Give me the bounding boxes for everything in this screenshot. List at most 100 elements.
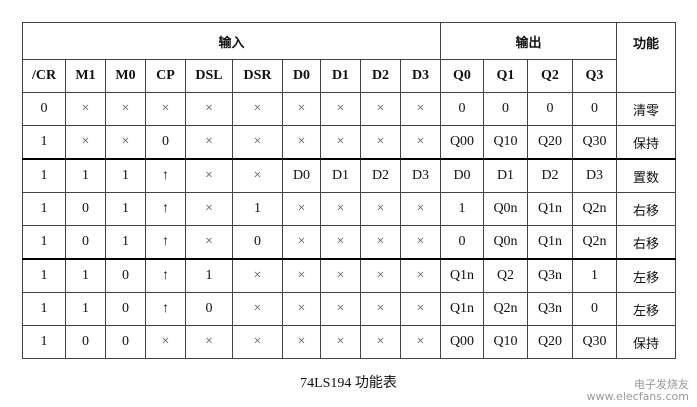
table-cell: 1 — [185, 258, 233, 293]
table-cell: 0 — [232, 225, 283, 260]
table-cell: Q20 — [527, 125, 573, 160]
table-cell: 0 — [185, 292, 233, 326]
column-header: Q0 — [440, 59, 484, 93]
column-header: Q2 — [527, 59, 573, 93]
table-cell: 1 — [22, 192, 66, 226]
table-cell: × — [145, 325, 186, 359]
table-cell: 0 — [483, 92, 528, 126]
table-cell: × — [232, 258, 283, 293]
table-cell: Q1n — [527, 225, 573, 260]
table-cell: × — [400, 292, 441, 326]
function-table: 输入 输出 功能 /CR M1 M0 CP DSL DSR D0 D1 D2 D3 Q0 Q1 Q2 Q3… — [22, 22, 676, 359]
table-cell: × — [360, 225, 401, 260]
table-cell: Q2 — [483, 258, 528, 293]
table-cell: × — [360, 92, 401, 126]
watermark-logo: 电子发烧友 www.elecfans.com — [586, 378, 689, 403]
table-cell: × — [185, 125, 233, 160]
column-header: CP — [145, 59, 186, 93]
table-cell: Q00 — [440, 125, 484, 160]
table-cell: Q1n — [440, 258, 484, 293]
table-cell: Q3n — [527, 258, 573, 293]
table-cell: × — [320, 225, 361, 260]
table-cell: × — [185, 192, 233, 226]
table-cell: × — [320, 125, 361, 160]
table-cell: D2 — [360, 158, 401, 193]
table-cell: D2 — [527, 158, 573, 193]
column-header: M0 — [105, 59, 146, 93]
table-cell: × — [320, 292, 361, 326]
table-cell: × — [320, 192, 361, 226]
table-cell: × — [360, 192, 401, 226]
table-cell: 1 — [22, 158, 66, 193]
table-cell: Q00 — [440, 325, 484, 359]
table-cell: Q1n — [440, 292, 484, 326]
table-cell: ↑ — [145, 292, 186, 326]
table-cell: ↑ — [145, 225, 186, 260]
table-cell: Q30 — [572, 325, 617, 359]
table-cell: × — [185, 92, 233, 126]
table-cell: 1 — [22, 292, 66, 326]
table-cell: 左移 — [616, 258, 676, 293]
table-cell: × — [232, 92, 283, 126]
column-header: D0 — [282, 59, 321, 93]
table-cell: × — [65, 92, 106, 126]
table-cell: × — [400, 258, 441, 293]
table-cell: × — [282, 258, 321, 293]
column-header: D3 — [400, 59, 441, 93]
table-cell: Q3n — [527, 292, 573, 326]
table-cell: 1 — [105, 158, 146, 193]
table-cell: 保持 — [616, 325, 676, 359]
table-cell: × — [105, 92, 146, 126]
table-cell: × — [320, 92, 361, 126]
table-cell: × — [185, 325, 233, 359]
table-row: 1 0 1 ↑ × 1 × × × × 1 Q0n Q1n Q2n 右移 — [22, 192, 676, 226]
table-cell: × — [185, 158, 233, 193]
table-row: 0 × × × × × × × × × 0 0 0 0 清零 — [22, 92, 676, 126]
function-header: 功能 — [616, 22, 676, 93]
table-cell: ↑ — [145, 158, 186, 193]
column-header: DSR — [232, 59, 283, 93]
table-row: 1 1 1 ↑ × × D0 D1 D2 D3 D0 D1 D2 D3 置数 — [22, 158, 676, 193]
table-cell: × — [282, 225, 321, 260]
table-cell: D1 — [320, 158, 361, 193]
table-row: 1 × × 0 × × × × × × Q00 Q10 Q20 Q30 保持 — [22, 125, 676, 160]
table-cell: × — [282, 292, 321, 326]
table-cell: × — [320, 258, 361, 293]
table-cell: 0 — [65, 225, 106, 260]
table-cell: × — [232, 158, 283, 193]
table-cell: × — [232, 125, 283, 160]
table-cell: 0 — [65, 192, 106, 226]
table-cell: 置数 — [616, 158, 676, 193]
table-cell: × — [400, 225, 441, 260]
table-cell: 1 — [65, 292, 106, 326]
table-cell: × — [185, 225, 233, 260]
table-cell: 1 — [105, 192, 146, 226]
table-cell: × — [232, 325, 283, 359]
table-cell: × — [320, 325, 361, 359]
table-cell: Q0n — [483, 225, 528, 260]
table-cell: 0 — [572, 92, 617, 126]
table-cell: × — [282, 192, 321, 226]
table-cell: Q10 — [483, 125, 528, 160]
table-cell: 左移 — [616, 292, 676, 326]
table-cell: Q10 — [483, 325, 528, 359]
table-cell: 0 — [440, 92, 484, 126]
table-cell: 1 — [65, 158, 106, 193]
column-header: DSL — [185, 59, 233, 93]
column-header: M1 — [65, 59, 106, 93]
table-cell: ↑ — [145, 258, 186, 293]
table-cell: × — [360, 325, 401, 359]
table-cell: 0 — [105, 258, 146, 293]
table-cell: 0 — [22, 92, 66, 126]
table-cell: Q0n — [483, 192, 528, 226]
table-cell: 1 — [105, 225, 146, 260]
table-row: 1 0 1 ↑ × 0 × × × × 0 Q0n Q1n Q2n 右移 — [22, 225, 676, 260]
table-cell: ↑ — [145, 192, 186, 226]
table-cell: × — [145, 92, 186, 126]
table-cell: 1 — [22, 125, 66, 160]
table-cell: × — [400, 125, 441, 160]
column-header: /CR — [22, 59, 66, 93]
table-cell: 0 — [65, 325, 106, 359]
table-cell: × — [282, 125, 321, 160]
table-cell: × — [232, 292, 283, 326]
